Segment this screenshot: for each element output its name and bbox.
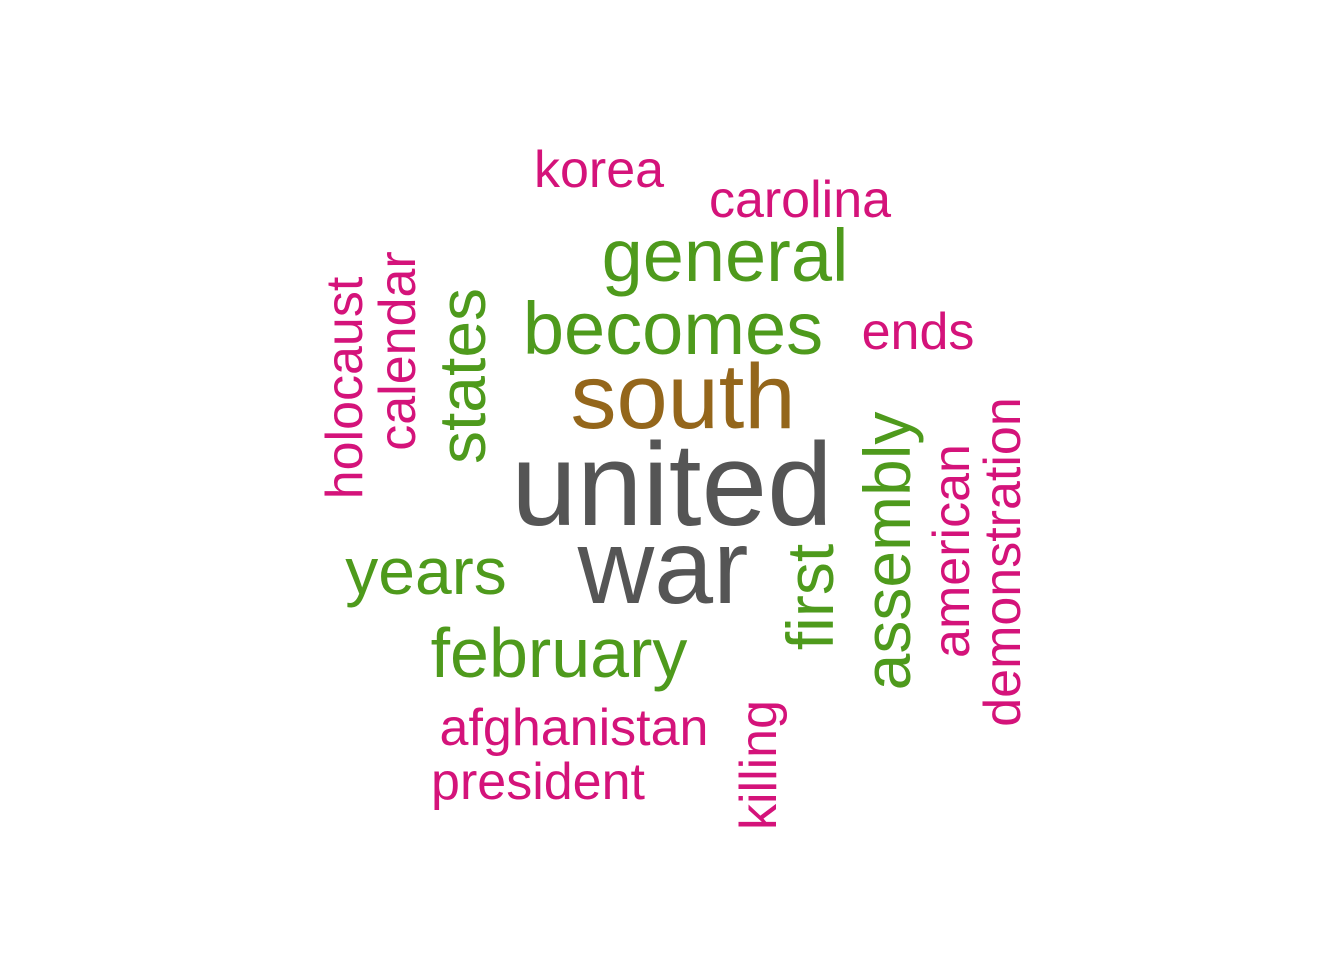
word-demonstration: demonstration <box>974 397 1032 727</box>
word-holocaust: holocaust <box>316 276 374 499</box>
word-february: february <box>431 614 688 692</box>
word-president: president <box>431 753 645 811</box>
word-calendar: calendar <box>369 251 427 450</box>
word-united: united <box>511 419 833 551</box>
word-korea: korea <box>534 141 664 199</box>
word-general: general <box>602 214 849 297</box>
word-states: states <box>425 288 499 464</box>
word-ends: ends <box>862 303 975 361</box>
word-assembly: assembly <box>850 412 924 691</box>
word-becomes: becomes <box>523 287 823 370</box>
word-afghanistan: afghanistan <box>440 699 709 757</box>
word-south: south <box>570 346 795 448</box>
word-american: american <box>923 444 981 658</box>
word-first: first <box>773 544 847 650</box>
word-years: years <box>345 534 506 608</box>
word-war: war <box>577 508 749 626</box>
word-carolina: carolina <box>709 171 891 229</box>
word-killing: killing <box>730 700 788 830</box>
